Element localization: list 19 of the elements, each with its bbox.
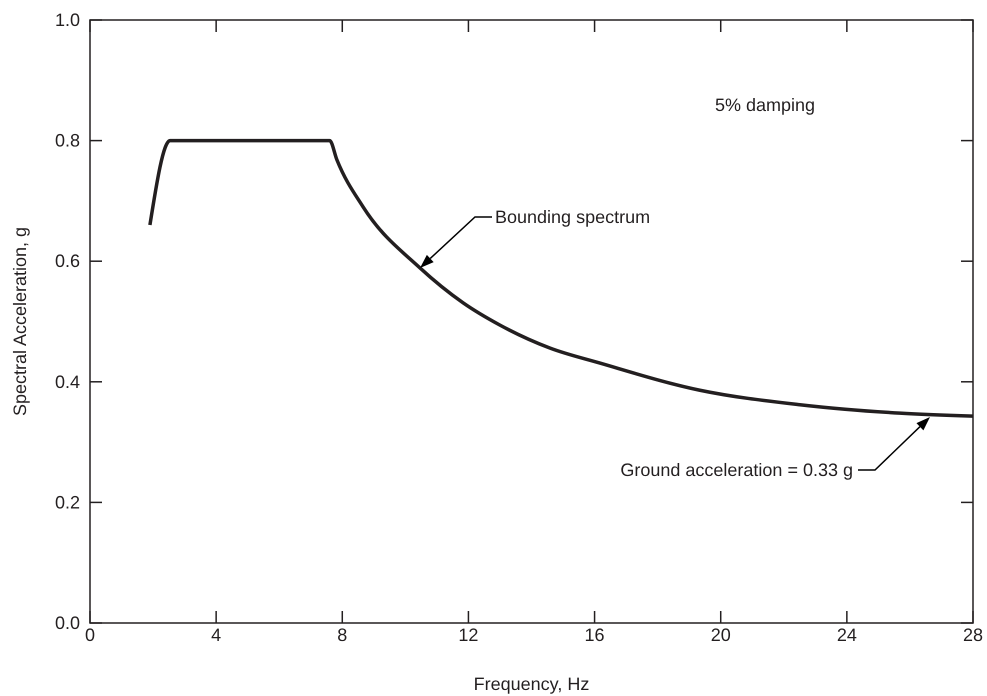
y-tick-label: 0.8 bbox=[54, 130, 80, 151]
annotation: Bounding spectrum bbox=[495, 207, 650, 227]
x-tick-label: 12 bbox=[458, 625, 478, 645]
x-tick-label: 20 bbox=[710, 625, 731, 645]
x-axis-title: Frequency, Hz bbox=[474, 674, 590, 694]
y-tick-label: 0.2 bbox=[54, 492, 80, 512]
x-tick-label: 0 bbox=[84, 625, 96, 645]
annotation: 5% damping bbox=[714, 95, 816, 115]
y-tick-label: 0.4 bbox=[54, 372, 80, 392]
y-tick-label: 0.6 bbox=[54, 251, 80, 272]
x-tick-label: 4 bbox=[211, 625, 222, 645]
y-tick-label: 0.0 bbox=[54, 613, 80, 633]
x-tick-label: 8 bbox=[337, 625, 348, 645]
annotation: Ground acceleration = 0.33 g bbox=[620, 460, 853, 480]
x-tick-label: 24 bbox=[836, 625, 857, 645]
y-axis-title: Spectral Acceleration, g bbox=[10, 226, 30, 416]
x-tick-label: 28 bbox=[962, 625, 984, 645]
y-tick-label: 1.0 bbox=[54, 10, 80, 30]
x-tick-label: 16 bbox=[584, 625, 605, 645]
